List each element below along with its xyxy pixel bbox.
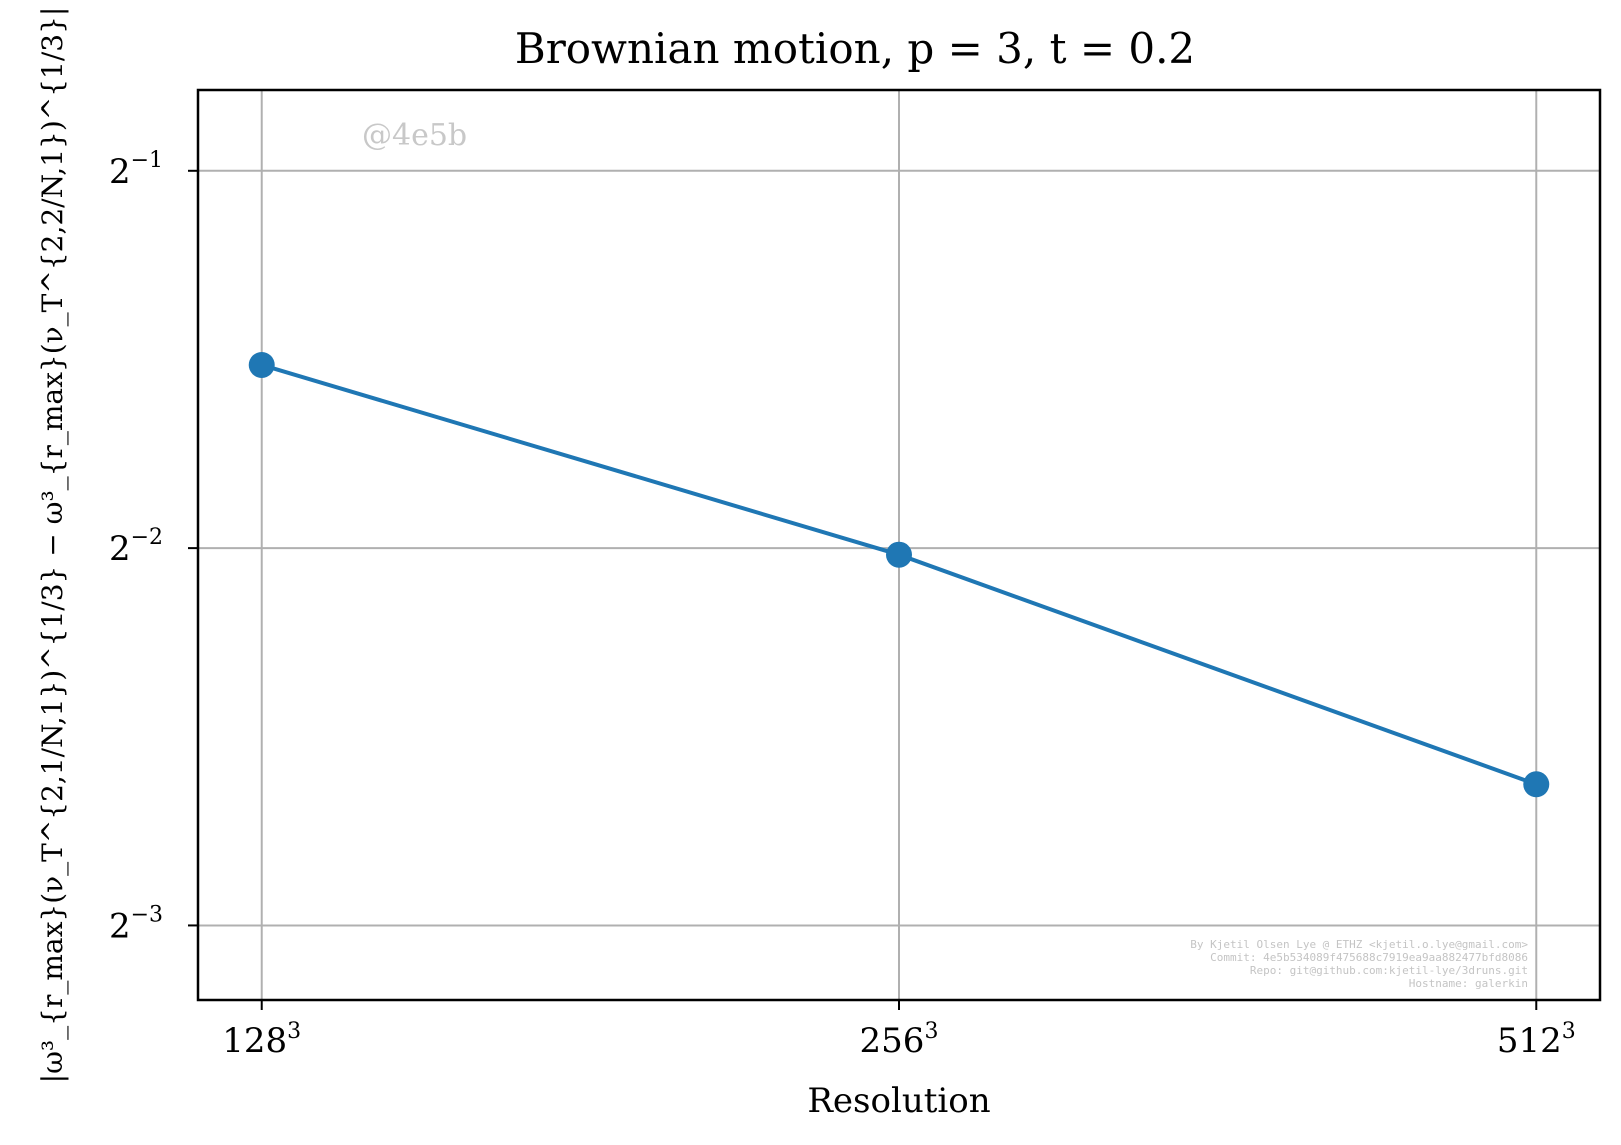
data-point <box>1523 771 1550 798</box>
data-point <box>248 351 275 378</box>
data-series <box>248 351 1550 798</box>
y-tick-label: 2−1 <box>109 148 163 192</box>
plot-frame <box>196 88 1602 1002</box>
axis-ticks: 1283 2563 5123 2−1 2−2 2−3 <box>109 148 1576 1061</box>
y-tick-label: 2−3 <box>109 902 163 946</box>
credit-line: Commit: 4e5b534089f475688c7919ea9aa88247… <box>1210 951 1528 964</box>
data-point <box>886 541 912 568</box>
credit-line: Repo: git@github.com:kjetil-lye/3druns.g… <box>1250 964 1528 977</box>
x-tick-label: 5123 <box>1497 1019 1576 1061</box>
y-tick-label: 2−2 <box>109 525 163 569</box>
credit-block: By Kjetil Olsen Lye @ ETHZ <kjetil.o.lye… <box>1190 938 1528 990</box>
credit-line: By Kjetil Olsen Lye @ ETHZ <kjetil.o.lye… <box>1190 938 1528 951</box>
x-tick-label: 2563 <box>860 1019 939 1061</box>
chart-title: Brownian motion, p = 3, t = 0.2 <box>515 24 1195 73</box>
y-axis-label-group: |ω³_{r_max}(ν_T^{2,1/N,1})^{1/3} − ω³_{r… <box>36 7 69 1084</box>
watermark-text: @4e5b <box>362 118 467 153</box>
x-axis-label: Resolution <box>807 1081 990 1121</box>
credit-line: Hostname: galerkin <box>1409 977 1528 990</box>
x-tick-label: 1283 <box>222 1019 301 1061</box>
y-axis-label: |ω³_{r_max}(ν_T^{2,1/N,1})^{1/3} − ω³_{r… <box>36 7 69 1084</box>
